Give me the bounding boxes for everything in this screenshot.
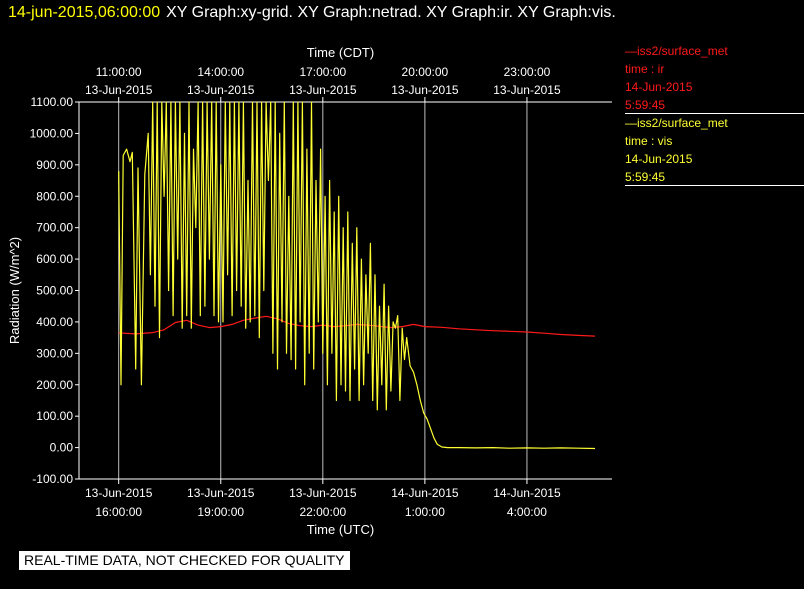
legend-time: 5:59:45 (625, 170, 666, 184)
y-tick-label: 600.00 (36, 252, 73, 266)
y-tick-label: 400.00 (36, 315, 73, 329)
x-tick-label-time: 19:00:00 (197, 505, 244, 519)
header-graph-list: XY Graph:xy-grid. XY Graph:netrad. XY Gr… (166, 4, 616, 21)
x-tick-label-date: 14-Jun-2015 (493, 486, 561, 500)
legend-series-name: iss2/surface_met (637, 116, 728, 130)
header-timestamp: 14-jun-2015,06:00:00 (8, 4, 161, 21)
legend-date: 14-Jun-2015 (625, 80, 693, 94)
x-top-tick-label-date: 13-Jun-2015 (493, 83, 561, 97)
legend-series-label: —iss2/surface_met (625, 44, 728, 58)
x-top-tick-label-date: 13-Jun-2015 (391, 83, 459, 97)
y-tick-label: 1100.00 (31, 95, 74, 109)
y-tick-label: 500.00 (36, 284, 73, 298)
y-tick-label: 1000.00 (30, 126, 74, 140)
x-tick-label-time: 1:00:00 (405, 505, 445, 519)
legend-time: 5:59:45 (625, 98, 666, 112)
x-top-tick-label-time: 20:00:00 (402, 65, 449, 79)
x-tick-label-time: 16:00:00 (95, 505, 142, 519)
y-tick-label: 700.00 (36, 221, 73, 235)
x-top-tick-label-time: 14:00:00 (197, 65, 244, 79)
x-top-tick-label-date: 13-Jun-2015 (85, 83, 153, 97)
page-header: 14-jun-2015,06:00:00 XY Graph:xy-grid. XY… (8, 4, 616, 22)
x-axis-top-title: Time (CDT) (307, 45, 374, 60)
x-top-tick-label-date: 13-Jun-2015 (289, 83, 357, 97)
legend-divider (625, 185, 804, 186)
y-tick-label: 0.00 (50, 441, 74, 455)
x-tick-label-date: 13-Jun-2015 (85, 486, 153, 500)
y-tick-label: 900.00 (36, 158, 73, 172)
y-tick-label: -100.00 (32, 472, 73, 486)
x-top-tick-label-time: 11:00:00 (96, 65, 142, 79)
x-top-tick-label-time: 17:00:00 (299, 65, 346, 79)
y-tick-label: 300.00 (36, 346, 73, 360)
x-top-tick-label-date: 13-Jun-2015 (187, 83, 255, 97)
y-axis-title: Radiation (W/m^2) (7, 237, 22, 344)
quality-notice: REAL-TIME DATA, NOT CHECKED FOR QUALITY (19, 551, 351, 570)
x-tick-label-date: 13-Jun-2015 (289, 486, 357, 500)
legend-date: 14-Jun-2015 (625, 152, 693, 166)
x-tick-label-time: 4:00:00 (507, 505, 547, 519)
x-top-tick-label-time: 23:00:00 (504, 65, 551, 79)
x-axis-title: Time (UTC) (307, 522, 374, 537)
y-tick-label: 100.00 (36, 409, 73, 423)
legend-entry-vis: —iss2/surface_met time : vis 14-Jun-2015… (625, 114, 804, 186)
series-line-ir (118, 315, 596, 337)
legend-series-label: —iss2/surface_met (625, 116, 728, 130)
x-tick-label-date: 13-Jun-2015 (187, 486, 255, 500)
legend-var: time : vis (625, 134, 673, 148)
x-tick-label-time: 22:00:00 (299, 505, 346, 519)
legend-series-name: iss2/surface_met (637, 44, 728, 58)
legend-var: time : ir (625, 62, 665, 76)
y-tick-label: 800.00 (36, 189, 73, 203)
legend-entry-ir: —iss2/surface_met time : ir 14-Jun-2015 … (625, 42, 804, 114)
x-tick-label-date: 14-Jun-2015 (391, 486, 459, 500)
legend-divider (625, 113, 804, 114)
y-tick-label: 200.00 (36, 378, 73, 392)
series-line-vis (118, 101, 596, 450)
